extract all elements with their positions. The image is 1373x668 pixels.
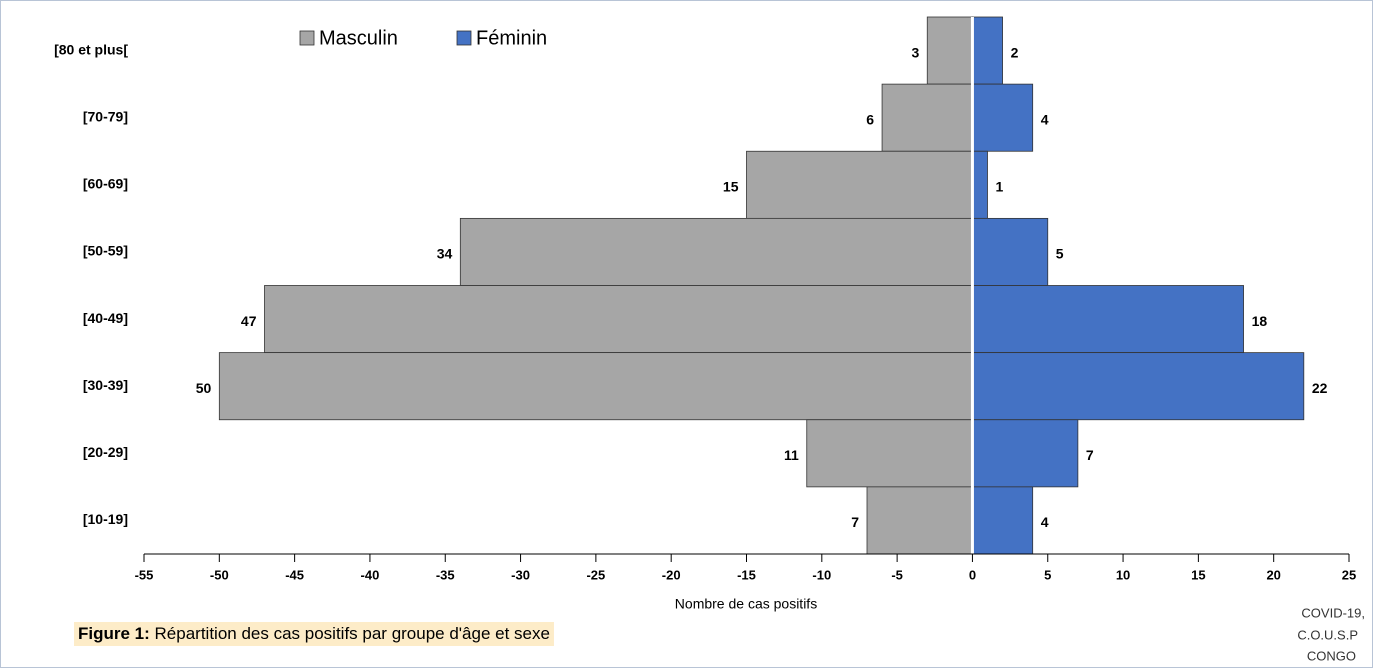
y-tick-label: [10-19]	[83, 511, 128, 527]
legend-swatch	[456, 30, 472, 46]
data-label: 15	[723, 179, 739, 195]
y-tick-label: [50-59]	[83, 243, 128, 259]
x-tick-label: -50	[210, 567, 229, 582]
bar	[806, 419, 973, 488]
x-tick-label: -25	[586, 567, 605, 582]
x-tick-label: -45	[285, 567, 304, 582]
y-tick-label: [60-69]	[83, 176, 128, 192]
x-tick-label: -20	[662, 567, 681, 582]
x-tick-label: -55	[135, 567, 154, 582]
y-tick-label: [20-29]	[83, 444, 128, 460]
legend-swatch	[299, 30, 315, 46]
bar	[218, 352, 973, 421]
bar	[972, 83, 1034, 152]
source: CONGO	[1307, 648, 1356, 663]
bar	[972, 217, 1049, 286]
bar	[866, 486, 973, 555]
bar	[972, 150, 988, 219]
x-tick-label: -30	[511, 567, 530, 582]
data-label: 34	[437, 246, 453, 262]
bar	[972, 16, 1003, 85]
data-label: 47	[241, 313, 257, 329]
x-tick-label: -10	[812, 567, 831, 582]
caption-highlight	[74, 622, 554, 646]
data-label: 18	[1252, 313, 1268, 329]
x-tick-label: 20	[1266, 567, 1280, 582]
x-tick-label: 0	[969, 567, 976, 582]
x-tick-label: -5	[891, 567, 903, 582]
data-label: 7	[851, 514, 859, 530]
x-tick-label: -15	[737, 567, 756, 582]
data-label: 5	[1056, 246, 1064, 262]
bar	[972, 419, 1079, 488]
data-label: 1	[996, 179, 1004, 195]
caption: Figure 1: Répartition des cas positifs p…	[78, 624, 550, 643]
y-tick-label: [30-39]	[83, 377, 128, 393]
bar	[459, 217, 973, 286]
data-label: 2	[1011, 44, 1019, 60]
x-tick-label: -35	[436, 567, 455, 582]
bar	[264, 285, 973, 354]
bar	[972, 285, 1244, 354]
source: COVID-19,	[1301, 605, 1365, 620]
data-label: 3	[911, 44, 919, 60]
bar	[881, 83, 973, 152]
x-tick-label: -40	[361, 567, 380, 582]
bar	[926, 16, 973, 85]
legend-label: Masculin	[319, 27, 398, 49]
bar	[972, 352, 1305, 421]
y-tick-label: [80 et plus[	[54, 41, 128, 57]
y-tick-label: [40-49]	[83, 310, 128, 326]
x-tick-label: 5	[1044, 567, 1051, 582]
x-axis-label: Nombre de cas positifs	[675, 596, 817, 612]
data-label: 22	[1312, 380, 1328, 396]
source: C.O.U.S.P	[1297, 627, 1358, 642]
y-tick-label: [70-79]	[83, 108, 128, 124]
caption-text: Répartition des cas positifs par groupe …	[150, 624, 550, 643]
x-tick-label: 10	[1116, 567, 1130, 582]
bar	[972, 486, 1034, 555]
data-label: 6	[866, 111, 874, 127]
x-tick-label: 25	[1342, 567, 1356, 582]
bar	[746, 150, 973, 219]
x-tick-label: 15	[1191, 567, 1205, 582]
data-label: 11	[784, 447, 799, 463]
data-label: 4	[1041, 111, 1049, 127]
data-label: 7	[1086, 447, 1094, 463]
data-label: 50	[196, 380, 212, 396]
figure-label: Figure 1:	[78, 624, 150, 643]
data-label: 4	[1041, 514, 1049, 530]
legend-label: Féminin	[476, 27, 547, 49]
